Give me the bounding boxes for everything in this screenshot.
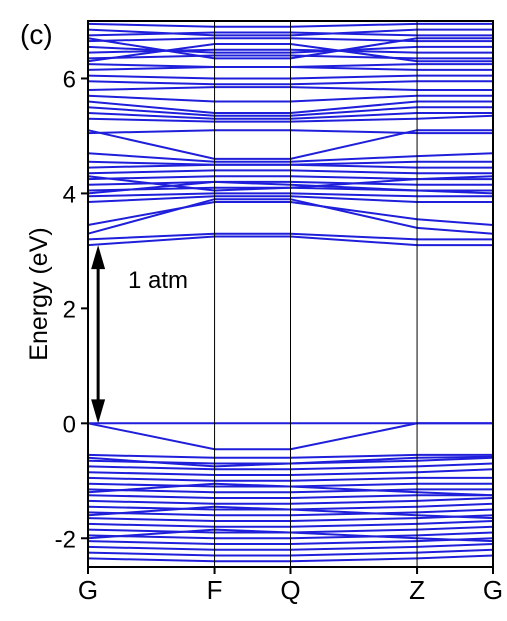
high-symmetry-lines (214, 21, 418, 567)
gap-annotation-label: 1 atm (128, 267, 188, 294)
x-tick-label: F (207, 575, 223, 605)
gap-arrow-head-up (91, 245, 106, 270)
y-axis-ticks: -2 0 2 4 6 (55, 66, 88, 553)
y-tick-label: 6 (63, 66, 76, 93)
y-tick-label: 2 (63, 296, 76, 323)
x-tick-label: Z (409, 575, 425, 605)
gap-arrow-head-down (91, 399, 106, 424)
y-tick-label: -2 (55, 526, 76, 553)
x-tick-label: G (78, 575, 98, 605)
y-tick-label: 4 (63, 181, 76, 208)
y-tick-label: 0 (63, 411, 76, 438)
panel-label: (c) (20, 19, 53, 50)
gap-annotation: 1 atm (91, 245, 188, 424)
y-axis-label: Energy (eV) (25, 227, 53, 360)
x-tick-label: Q (280, 575, 300, 605)
x-tick-label: G (483, 575, 503, 605)
